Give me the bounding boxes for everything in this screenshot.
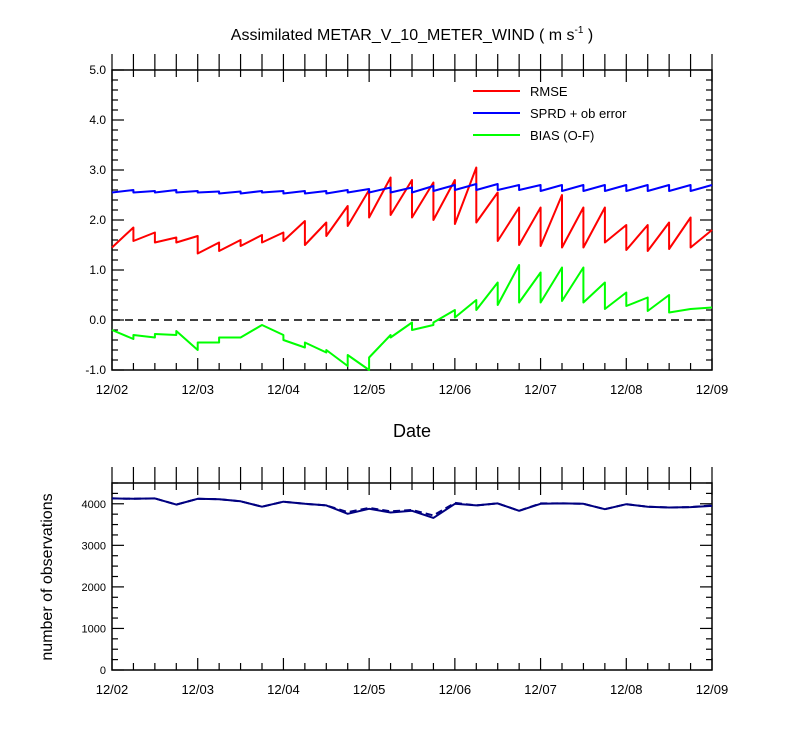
series-line-rmse [111, 166, 713, 255]
y-tick-label: 2.0 [89, 213, 106, 227]
x-tick-label: 12/07 [524, 382, 557, 397]
top-panel: Assimilated METAR_V_10_METER_WIND ( m s-… [85, 25, 728, 441]
y-tick-label: 0.0 [89, 313, 106, 327]
bottom-panel: 12/02 12/03 12/04 12/05 12/06 12/07 12/08 12/09… [39, 467, 728, 697]
x-tick-label: 12/06 [439, 682, 472, 697]
x-tick-label: 12/08 [610, 682, 643, 697]
chart-title-text: Assimilated METAR_V_10_METER_WIND ( m s [231, 27, 575, 44]
y-tick-label: 5.0 [89, 63, 106, 77]
legend: RMSE SPRD + ob error BIAS (O-F) [473, 84, 627, 143]
y-tick-label: 3.0 [89, 163, 106, 177]
x-tick-label: 12/02 [96, 382, 129, 397]
x-tick-label: 12/04 [267, 682, 300, 697]
plot-area-bottom: 12/02 12/03 12/04 12/05 12/06 12/07 12/08 12/09… [82, 467, 729, 697]
chart-title-sup: -1 [575, 25, 584, 36]
obs-count-line-dashed [111, 497, 713, 517]
y-tick-label: 1000 [82, 623, 106, 635]
obs-count-line-solid [111, 497, 713, 519]
x-tick-label: 12/03 [181, 682, 214, 697]
y-tick-label: 0 [100, 665, 106, 677]
y-tick-label: 3000 [82, 540, 106, 552]
y-axis-label-bottom: number of observations [39, 493, 56, 660]
series-line-bias-o-f [111, 264, 713, 371]
x-tick-label: 12/09 [696, 682, 729, 697]
x-tick-label: 12/07 [524, 682, 557, 697]
legend-label: BIAS (O-F) [530, 128, 594, 143]
series-line-sprd-ob-error [111, 183, 713, 195]
x-axis-label: Date [393, 421, 431, 441]
x-tick-label: 12/06 [439, 382, 472, 397]
x-tick-label: 12/03 [181, 382, 214, 397]
chart-title: Assimilated METAR_V_10_METER_WIND ( m s-… [231, 25, 593, 44]
plot-area-top: 12/02 12/03 12/04 12/05 12/06 12/07 12/08 12/09… [85, 54, 728, 397]
legend-label: SPRD + ob error [530, 106, 627, 121]
legend-label: RMSE [530, 84, 568, 99]
y-tick-label: 1.0 [89, 263, 106, 277]
y-tick-label: 4.0 [89, 113, 106, 127]
y-tick-label: 2000 [82, 582, 106, 594]
x-tick-label: 12/08 [610, 382, 643, 397]
chart-title-end: ) [583, 27, 593, 44]
x-tick-label: 12/02 [96, 682, 129, 697]
x-tick-label: 12/04 [267, 382, 300, 397]
y-tick-label: -1.0 [85, 363, 106, 377]
x-tick-label: 12/05 [353, 382, 386, 397]
x-tick-label: 12/05 [353, 682, 386, 697]
x-tick-label: 12/09 [696, 382, 729, 397]
y-tick-label: 4000 [82, 499, 106, 511]
